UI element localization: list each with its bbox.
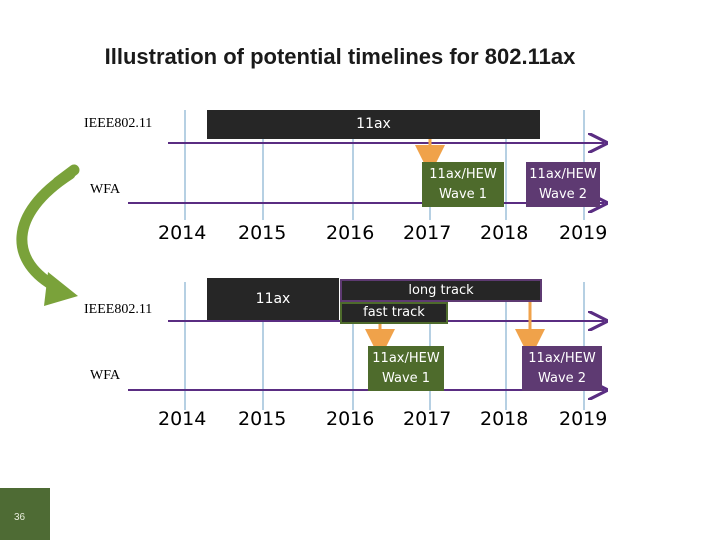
bottom-year-2015: 2015 bbox=[238, 408, 287, 430]
top-year-2019: 2019 bbox=[559, 222, 608, 244]
top-11ax-bar: 11ax bbox=[207, 110, 540, 139]
bottom-wave1-line1: 11ax/HEW bbox=[372, 351, 440, 366]
slide-footer-strip bbox=[0, 488, 50, 540]
bottom-year-2018: 2018 bbox=[480, 408, 529, 430]
long-track-label: long track bbox=[408, 283, 474, 298]
top-wave1-line1: 11ax/HEW bbox=[429, 167, 497, 182]
page-number: 36 bbox=[14, 512, 26, 523]
top-wfa-label: WFA bbox=[90, 182, 121, 197]
top-year-2014: 2014 bbox=[158, 222, 207, 244]
bottom-wave2-box: 11ax/HEW Wave 2 bbox=[522, 346, 602, 391]
top-wave2-line2: Wave 2 bbox=[538, 187, 588, 202]
bottom-wave2-line1: 11ax/HEW bbox=[528, 351, 596, 366]
bottom-wave1-box: 11ax/HEW Wave 1 bbox=[368, 346, 444, 391]
long-track-bar: long track bbox=[340, 279, 542, 302]
curved-arrow-head bbox=[44, 272, 78, 306]
top-11ax-bar-label: 11ax bbox=[356, 116, 391, 132]
top-year-2017: 2017 bbox=[403, 222, 452, 244]
bottom-year-2017: 2017 bbox=[403, 408, 452, 430]
bottom-wave1-line2: Wave 1 bbox=[381, 371, 431, 386]
bottom-year-2016: 2016 bbox=[326, 408, 375, 430]
bottom-year-2014: 2014 bbox=[158, 408, 207, 430]
fast-track-label: fast track bbox=[363, 305, 425, 320]
bottom-wave2-line2: Wave 2 bbox=[537, 371, 587, 386]
fast-track-bar: fast track bbox=[340, 302, 448, 324]
bottom-wfa-label: WFA bbox=[90, 368, 121, 383]
bottom-11ax-bar: 11ax bbox=[207, 278, 339, 320]
slide-title: Illustration of potential timelines for … bbox=[104, 44, 576, 69]
bottom-ieee-label: IEEE802.11 bbox=[84, 302, 153, 317]
top-year-2018: 2018 bbox=[480, 222, 529, 244]
top-ieee-label: IEEE802.11 bbox=[84, 116, 153, 131]
top-wave1-box: 11ax/HEW Wave 1 bbox=[422, 162, 504, 207]
bottom-year-2019: 2019 bbox=[559, 408, 608, 430]
curved-transition-arrow bbox=[16, 168, 76, 294]
top-wave2-box: 11ax/HEW Wave 2 bbox=[526, 162, 600, 207]
top-wave1-line2: Wave 1 bbox=[438, 187, 488, 202]
top-year-2015: 2015 bbox=[238, 222, 287, 244]
bottom-11ax-bar-label: 11ax bbox=[255, 291, 291, 307]
top-wave2-line1: 11ax/HEW bbox=[529, 167, 597, 182]
top-year-2016: 2016 bbox=[326, 222, 375, 244]
